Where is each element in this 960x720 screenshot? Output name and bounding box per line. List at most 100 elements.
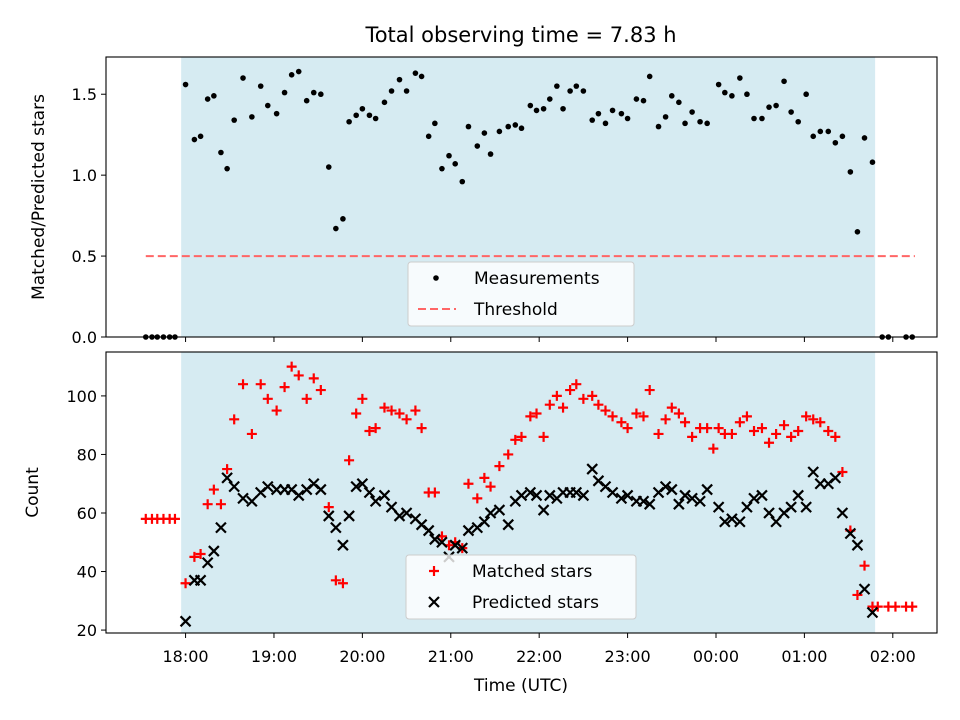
data-point (593, 399, 604, 410)
data-point (330, 575, 341, 586)
data-point (773, 102, 779, 109)
data-point (369, 495, 382, 508)
data-point (228, 480, 240, 493)
data-point (764, 437, 775, 448)
data-point (516, 431, 527, 442)
data-point (363, 486, 376, 499)
data-point (546, 96, 553, 102)
data-point (537, 504, 550, 516)
data-point (527, 102, 534, 109)
data-point (333, 225, 339, 232)
data-point (815, 417, 826, 428)
data-point (238, 379, 249, 390)
data-point (751, 115, 757, 122)
data-point (615, 492, 628, 505)
data-point (452, 161, 458, 167)
x-tick-label: 22:00 (516, 647, 562, 666)
y-tick-label: 0.0 (72, 328, 97, 347)
data-point (729, 93, 735, 99)
legend: Matched stars Predicted stars (405, 554, 637, 620)
data-point (303, 97, 310, 104)
data-point (621, 489, 634, 502)
data-point (701, 483, 713, 496)
x-tick-label: 20:00 (339, 647, 385, 666)
data-point (359, 105, 366, 112)
x-tick-label: 21:00 (428, 647, 474, 666)
data-point (722, 89, 728, 96)
data-point (643, 498, 656, 510)
data-point (558, 402, 569, 413)
data-point (741, 411, 752, 422)
data-point (221, 472, 233, 484)
x-tick-label: 01:00 (781, 647, 827, 666)
data-point (702, 423, 713, 434)
data-point (262, 393, 273, 404)
data-point (713, 423, 724, 434)
data-point (388, 88, 395, 94)
data-point (847, 169, 854, 175)
data-point (624, 115, 631, 122)
data-point (837, 467, 848, 478)
data-point (356, 477, 369, 490)
data-point (679, 489, 691, 502)
data-point (680, 417, 691, 428)
data-point (396, 76, 403, 83)
y-tick-label: 1.5 (72, 85, 97, 104)
data-point (676, 99, 682, 106)
y-ticks: 20 40 60 80 100 (66, 387, 106, 640)
data-point (825, 128, 832, 135)
data-point (340, 216, 346, 222)
data-point (271, 405, 282, 416)
data-point (222, 464, 233, 475)
data-point (673, 408, 684, 419)
plot-frame (105, 351, 938, 634)
y-tick-label: 100 (66, 387, 97, 406)
y-tick-label: 1.0 (72, 166, 97, 185)
data-point (708, 443, 719, 454)
data-point (595, 110, 602, 117)
data-point (793, 426, 804, 437)
data-point (229, 414, 240, 425)
data-point (208, 545, 220, 557)
data-point (515, 489, 528, 502)
data-point (472, 493, 483, 504)
data-point (204, 96, 211, 102)
y-tick-label: 20 (77, 621, 97, 640)
data-point (403, 88, 410, 94)
data-point (343, 510, 355, 522)
data-point (609, 107, 616, 114)
data-point (422, 524, 435, 537)
data-point (459, 178, 466, 185)
data-point (281, 89, 288, 96)
data-point (644, 385, 655, 396)
series-measurements (142, 68, 916, 340)
data-point (257, 83, 264, 89)
data-point (202, 499, 213, 510)
x-axis-label: Time (UTC) (473, 676, 568, 696)
data-point (462, 524, 475, 537)
data-point (586, 463, 599, 475)
data-point (653, 428, 664, 439)
y-tick-label: 80 (77, 445, 97, 464)
data-point (788, 109, 794, 115)
legend-label: Threshold (473, 300, 558, 320)
data-point (493, 504, 506, 516)
data-point (179, 615, 192, 628)
data-point (429, 487, 440, 498)
data-point (577, 489, 590, 502)
data-point (673, 498, 685, 510)
data-point (858, 583, 871, 595)
data-point (807, 466, 820, 478)
data-point (646, 73, 653, 80)
data-point (726, 428, 737, 439)
data-point (449, 539, 461, 551)
data-point (180, 578, 191, 589)
data-point (533, 107, 540, 114)
legend-box (407, 261, 635, 327)
data-point (781, 78, 787, 85)
data-point (262, 480, 274, 493)
data-point (704, 120, 710, 127)
data-point (786, 431, 797, 442)
data-point (808, 414, 819, 425)
data-point (224, 165, 230, 172)
